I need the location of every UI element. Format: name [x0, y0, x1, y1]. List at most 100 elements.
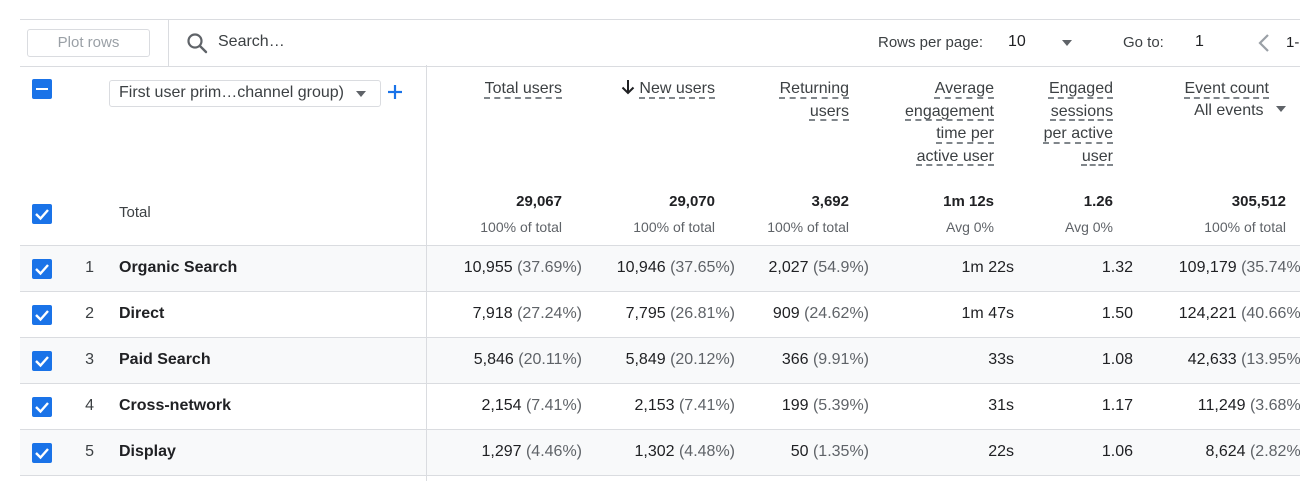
column-header-label-line: users — [809, 102, 849, 120]
checkmark-icon — [35, 264, 49, 276]
sort-descending-icon — [622, 80, 635, 95]
cell-avg-engagement: 22s — [988, 443, 1014, 460]
cell-percent: (1.35%) — [812, 443, 869, 460]
search-input[interactable] — [218, 30, 448, 54]
cell-percent: (5.39%) — [812, 397, 869, 414]
search-icon[interactable] — [186, 32, 208, 54]
row-checkbox[interactable] — [32, 259, 52, 279]
row-number: 2 — [85, 305, 94, 322]
cell-percent: (54.9%) — [812, 259, 869, 276]
cell-percent: (4.46%) — [525, 443, 582, 460]
cell-engaged-sessions: 1.32 — [1101, 259, 1133, 276]
cell-total-users: 1,297 (4.46%) — [481, 443, 582, 461]
cell-percent: (7.41%) — [678, 397, 735, 414]
total-subtext: Avg 0% — [946, 219, 994, 235]
cell-value: 109,179 — [1178, 259, 1237, 276]
total-value: 1m 12s — [943, 193, 994, 210]
cell-engaged-sessions: 1.50 — [1101, 305, 1133, 322]
column-header-average-engagement-time[interactable]: Average engagement time per active user — [905, 78, 994, 168]
select-all-checkbox[interactable] — [32, 79, 52, 99]
column-header-total-users[interactable]: Total users — [485, 78, 562, 101]
cell-returning-users: 909 (24.62%) — [773, 305, 869, 323]
cell-avg-engagement: 1m 22s — [961, 259, 1014, 276]
cell-total-users: 5,846 (20.11%) — [474, 351, 582, 369]
cell-engaged-sessions: 1.06 — [1101, 443, 1133, 460]
table-row[interactable]: 5 Display 1,297 (4.46%) 1,302 (4.48%) 50… — [20, 429, 1300, 476]
goto-page-input[interactable]: 1 — [1195, 33, 1204, 50]
table-row[interactable]: 1 Organic Search 10,955 (37.69%) 10,946 … — [20, 245, 1300, 291]
table-row[interactable]: 4 Cross-network 2,154 (7.41%) 2,153 (7.4… — [20, 383, 1300, 429]
cell-event-count: 109,179 (35.74%) — [1179, 259, 1300, 277]
column-header-label: Total users — [484, 80, 562, 97]
cell-new-users: 5,849 (20.12%) — [626, 351, 735, 369]
table-row[interactable]: 2 Direct 7,918 (27.24%) 7,795 (26.81%) 9… — [20, 291, 1300, 337]
plot-rows-button[interactable]: Plot rows — [27, 29, 150, 57]
add-dimension-icon[interactable] — [387, 84, 403, 100]
cell-value: 42,633 — [1187, 351, 1237, 368]
cell-percent: (13.95%) — [1241, 351, 1300, 368]
table-row[interactable]: 3 Paid Search 5,846 (20.11%) 5,849 (20.1… — [20, 337, 1300, 383]
column-header-label-line: active user — [916, 147, 994, 165]
checkmark-icon — [35, 402, 49, 414]
rows-per-page-dropdown-icon[interactable] — [1061, 39, 1073, 47]
column-header-label-line: Engaged — [1048, 80, 1113, 97]
cell-returning-users: 50 (1.35%) — [791, 443, 869, 461]
cell-event-count: 124,221 (40.66%) — [1179, 305, 1300, 323]
checkmark-icon — [35, 448, 49, 460]
previous-page-icon[interactable] — [1256, 32, 1272, 54]
cell-value: 2,154 — [481, 397, 522, 414]
total-subtext: 100% of total — [633, 219, 715, 235]
cell-new-users: 10,946 (37.65%) — [617, 259, 735, 277]
row-number: 4 — [85, 397, 94, 414]
row-checkbox[interactable] — [32, 305, 52, 325]
event-filter-selector[interactable]: All events — [1194, 102, 1286, 120]
dimension-selector[interactable]: First user prim…channel group) — [109, 80, 381, 107]
cell-value: 10,955 — [463, 259, 513, 276]
cell-percent: (4.48%) — [678, 443, 735, 460]
row-checkbox[interactable] — [32, 443, 52, 463]
column-header-new-users[interactable]: New users — [621, 78, 715, 101]
column-divider — [426, 338, 427, 383]
total-subtext: 100% of total — [1204, 219, 1286, 235]
cell-value: 1,297 — [481, 443, 522, 460]
column-header-label-line: Returning — [779, 80, 849, 97]
column-header-returning-users[interactable]: Returning users — [780, 78, 849, 123]
total-subtext: Avg 0% — [1065, 219, 1113, 235]
dimension-dropdown-icon — [356, 91, 366, 97]
rows-per-page-value[interactable]: 10 — [1008, 33, 1026, 50]
column-divider — [426, 246, 427, 291]
column-header-label-line: engagement — [905, 102, 994, 120]
column-divider — [426, 430, 427, 475]
cell-event-count: 42,633 (13.95%) — [1188, 351, 1300, 369]
row-channel-name: Paid Search — [119, 351, 211, 368]
cell-value: 11,249 — [1197, 397, 1246, 414]
cell-percent: (2.82%) — [1249, 443, 1300, 460]
cell-new-users: 1,302 (4.48%) — [634, 443, 735, 461]
row-checkbox[interactable] — [32, 397, 52, 417]
cell-value: 10,946 — [616, 259, 666, 276]
cell-new-users: 7,795 (26.81%) — [626, 305, 735, 323]
total-label: Total — [119, 204, 151, 221]
total-subtext: 100% of total — [767, 219, 849, 235]
cell-value: 8,624 — [1205, 443, 1246, 460]
cell-total-users: 2,154 (7.41%) — [481, 397, 582, 415]
row-channel-name: Cross-network — [119, 397, 232, 414]
total-value: 1.26 — [1083, 193, 1113, 210]
total-value: 305,512 — [1231, 193, 1286, 210]
cell-value: 199 — [781, 397, 809, 414]
cell-percent: (7.41%) — [525, 397, 582, 414]
row-checkbox[interactable] — [32, 351, 52, 371]
column-header-event-count[interactable]: Event count — [1185, 78, 1270, 101]
cell-percent: (20.12%) — [670, 351, 735, 368]
total-checkbox[interactable] — [32, 204, 52, 224]
cell-value: 5,846 — [473, 351, 514, 368]
checkmark-icon — [35, 209, 49, 221]
cell-value: 7,918 — [472, 305, 513, 322]
column-divider — [426, 384, 427, 429]
column-header-engaged-sessions[interactable]: Engaged sessions per active user — [1044, 78, 1113, 168]
total-value: 29,067 — [516, 193, 562, 210]
cell-value: 5,849 — [625, 351, 666, 368]
cell-value: 2,153 — [634, 397, 675, 414]
cell-percent: (35.74%) — [1241, 259, 1300, 276]
column-header-label-line: per active — [1043, 125, 1113, 142]
